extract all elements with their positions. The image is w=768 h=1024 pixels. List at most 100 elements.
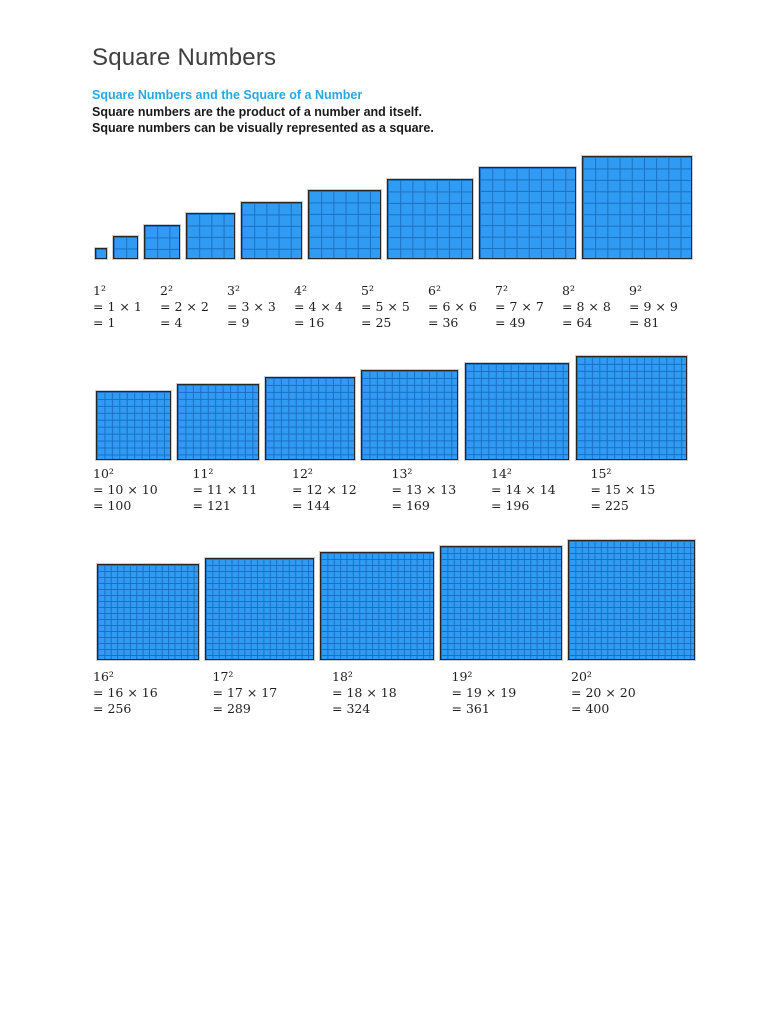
square-grid-9 bbox=[582, 155, 692, 259]
square-label-3: 3² = 3 × 3 = 9 bbox=[227, 283, 276, 331]
equation-label: = 13 × 13 bbox=[391, 482, 457, 497]
square-grid-11 bbox=[177, 383, 259, 460]
square-grid-14 bbox=[464, 362, 569, 460]
equation-label: = 12 × 12 bbox=[292, 482, 357, 497]
result-label: = 144 bbox=[292, 498, 331, 513]
equation-label: = 8 × 8 bbox=[562, 299, 611, 314]
power-label: 13² bbox=[391, 466, 413, 481]
square-grid-10 bbox=[96, 390, 171, 460]
result-label: = 36 bbox=[428, 315, 459, 330]
square-grid-18 bbox=[319, 552, 435, 660]
square-grid-19 bbox=[440, 546, 562, 660]
equation-label: = 11 × 11 bbox=[192, 482, 258, 497]
power-label: 5² bbox=[361, 283, 374, 298]
page-title: Square Numbers bbox=[92, 44, 277, 71]
square-label-12: 12² = 12 × 12 = 144 bbox=[292, 466, 357, 514]
equation-label: = 4 × 4 bbox=[294, 299, 343, 314]
result-label: = 400 bbox=[571, 701, 610, 716]
body-text-line-2: Square numbers can be visually represent… bbox=[92, 120, 434, 135]
power-label: 16² bbox=[93, 669, 114, 684]
square-grid-5 bbox=[241, 201, 302, 259]
equation-label: = 1 × 1 bbox=[93, 299, 142, 314]
square-label-5: 5² = 5 × 5 = 25 bbox=[361, 283, 410, 331]
result-label: = 169 bbox=[391, 498, 430, 513]
square-label-10: 10² = 10 × 10 = 100 bbox=[93, 466, 158, 514]
power-label: 19² bbox=[451, 669, 473, 684]
power-label: 7² bbox=[495, 283, 508, 298]
square-grid-17 bbox=[205, 558, 314, 660]
square-label-14: 14² = 14 × 14 = 196 bbox=[491, 466, 556, 514]
power-label: 3² bbox=[227, 283, 240, 298]
result-label: = 81 bbox=[629, 315, 660, 330]
equation-label: = 20 × 20 bbox=[571, 685, 636, 700]
result-label: = 324 bbox=[332, 701, 371, 716]
result-label: = 256 bbox=[93, 701, 132, 716]
square-grid-20 bbox=[567, 540, 696, 660]
power-label: 15² bbox=[590, 466, 612, 481]
equation-label: = 16 × 16 bbox=[93, 685, 158, 700]
equation-label: = 14 × 14 bbox=[491, 482, 556, 497]
square-grid-7 bbox=[387, 178, 473, 259]
power-label: 10² bbox=[93, 466, 114, 481]
square-grid-15 bbox=[575, 355, 688, 460]
equation-label: = 10 × 10 bbox=[93, 482, 158, 497]
power-label: 1² bbox=[93, 283, 106, 298]
equation-label: = 5 × 5 bbox=[361, 299, 410, 314]
square-grid-8 bbox=[478, 167, 577, 259]
power-label: 20² bbox=[571, 669, 592, 684]
square-grid-2 bbox=[113, 236, 138, 259]
result-label: = 289 bbox=[212, 701, 251, 716]
square-label-17: 17² = 17 × 17 = 289 bbox=[213, 669, 278, 717]
square-grid-3 bbox=[143, 224, 181, 259]
square-label-1: 1² = 1 × 1 = 1 bbox=[93, 283, 142, 331]
power-label: 11² bbox=[192, 466, 214, 481]
result-label: = 64 bbox=[562, 315, 593, 330]
result-label: = 225 bbox=[590, 498, 629, 513]
result-label: = 49 bbox=[495, 315, 526, 330]
power-label: 12² bbox=[292, 466, 313, 481]
square-label-4: 4² = 4 × 4 = 16 bbox=[294, 283, 343, 331]
power-label: 17² bbox=[212, 669, 234, 684]
equation-label: = 6 × 6 bbox=[428, 299, 477, 314]
square-grid-1 bbox=[95, 247, 108, 259]
power-label: 9² bbox=[629, 283, 642, 298]
square-grid-13 bbox=[361, 369, 459, 460]
body-text-line-1: Square numbers are the product of a numb… bbox=[92, 104, 422, 119]
result-label: = 100 bbox=[93, 498, 132, 513]
equation-label: = 15 × 15 bbox=[590, 482, 656, 497]
equation-label: = 9 × 9 bbox=[629, 299, 678, 314]
square-label-13: 13² = 13 × 13 = 169 bbox=[392, 466, 457, 514]
square-label-16: 16² = 16 × 16 = 256 bbox=[93, 669, 158, 717]
square-label-8: 8² = 8 × 8 = 64 bbox=[562, 283, 611, 331]
square-label-7: 7² = 7 × 7 = 49 bbox=[495, 283, 544, 331]
result-label: = 361 bbox=[451, 701, 490, 716]
equation-label: = 18 × 18 bbox=[332, 685, 397, 700]
power-label: 14² bbox=[491, 466, 512, 481]
square-label-6: 6² = 6 × 6 = 36 bbox=[428, 283, 477, 331]
result-label: = 121 bbox=[192, 498, 231, 513]
square-grid-12 bbox=[265, 376, 355, 460]
square-grid-16 bbox=[97, 564, 200, 660]
power-label: 4² bbox=[294, 283, 307, 298]
square-label-15: 15² = 15 × 15 = 225 bbox=[591, 466, 656, 514]
square-label-18: 18² = 18 × 18 = 324 bbox=[332, 669, 397, 717]
power-label: 2² bbox=[160, 283, 173, 298]
result-label: = 25 bbox=[361, 315, 392, 330]
power-label: 6² bbox=[428, 283, 441, 298]
square-grid-6 bbox=[308, 190, 382, 259]
square-label-11: 11² = 11 × 11 = 121 bbox=[193, 466, 258, 514]
square-grid-4 bbox=[186, 213, 235, 259]
result-label: = 9 bbox=[227, 315, 250, 330]
power-label: 18² bbox=[332, 669, 353, 684]
result-label: = 4 bbox=[160, 315, 183, 330]
equation-label: = 17 × 17 bbox=[212, 685, 278, 700]
equation-label: = 2 × 2 bbox=[160, 299, 209, 314]
equation-label: = 19 × 19 bbox=[451, 685, 517, 700]
result-label: = 1 bbox=[93, 315, 116, 330]
equation-label: = 7 × 7 bbox=[495, 299, 544, 314]
result-label: = 196 bbox=[491, 498, 530, 513]
equation-label: = 3 × 3 bbox=[227, 299, 276, 314]
result-label: = 16 bbox=[294, 315, 325, 330]
square-label-19: 19² = 19 × 19 = 361 bbox=[452, 669, 517, 717]
